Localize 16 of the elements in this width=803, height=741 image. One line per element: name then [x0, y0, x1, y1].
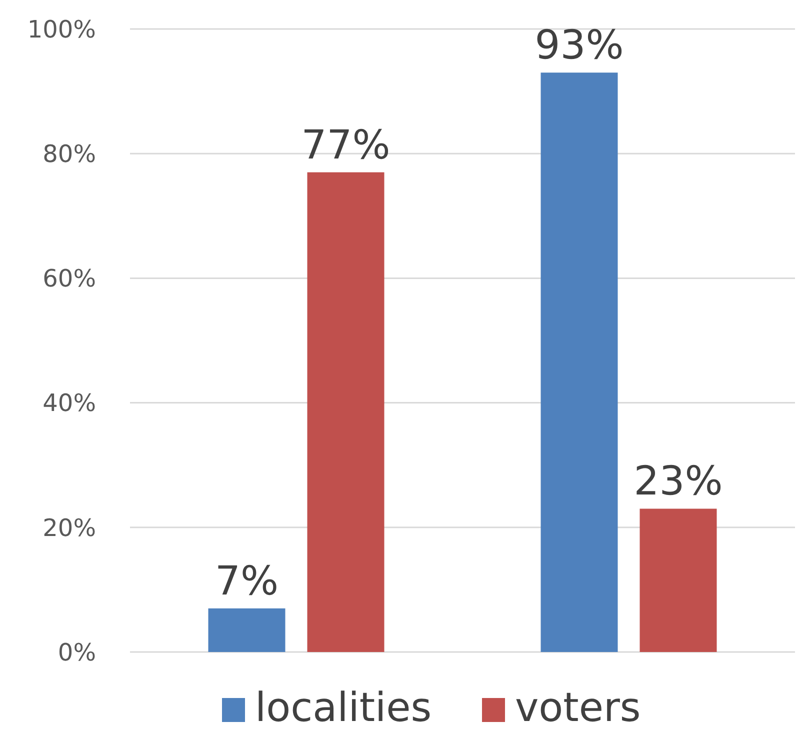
y-tick-label: 0%	[58, 638, 96, 666]
bar	[540, 72, 618, 652]
y-tick-label: 60%	[42, 264, 96, 293]
y-tick-label: 100%	[27, 15, 96, 44]
legend-label: localities	[255, 685, 432, 731]
y-tick-label: 40%	[42, 389, 96, 418]
bar	[208, 608, 286, 652]
legend-label: voters	[515, 685, 641, 731]
y-tick-label: 20%	[42, 514, 96, 542]
bar	[640, 508, 717, 652]
data-label: 77%	[301, 122, 390, 168]
y-tick-label: 80%	[42, 140, 96, 168]
data-label: 7%	[215, 558, 278, 604]
data-label: 23%	[634, 458, 723, 505]
data-label: 93%	[534, 22, 624, 69]
bar	[307, 172, 384, 652]
